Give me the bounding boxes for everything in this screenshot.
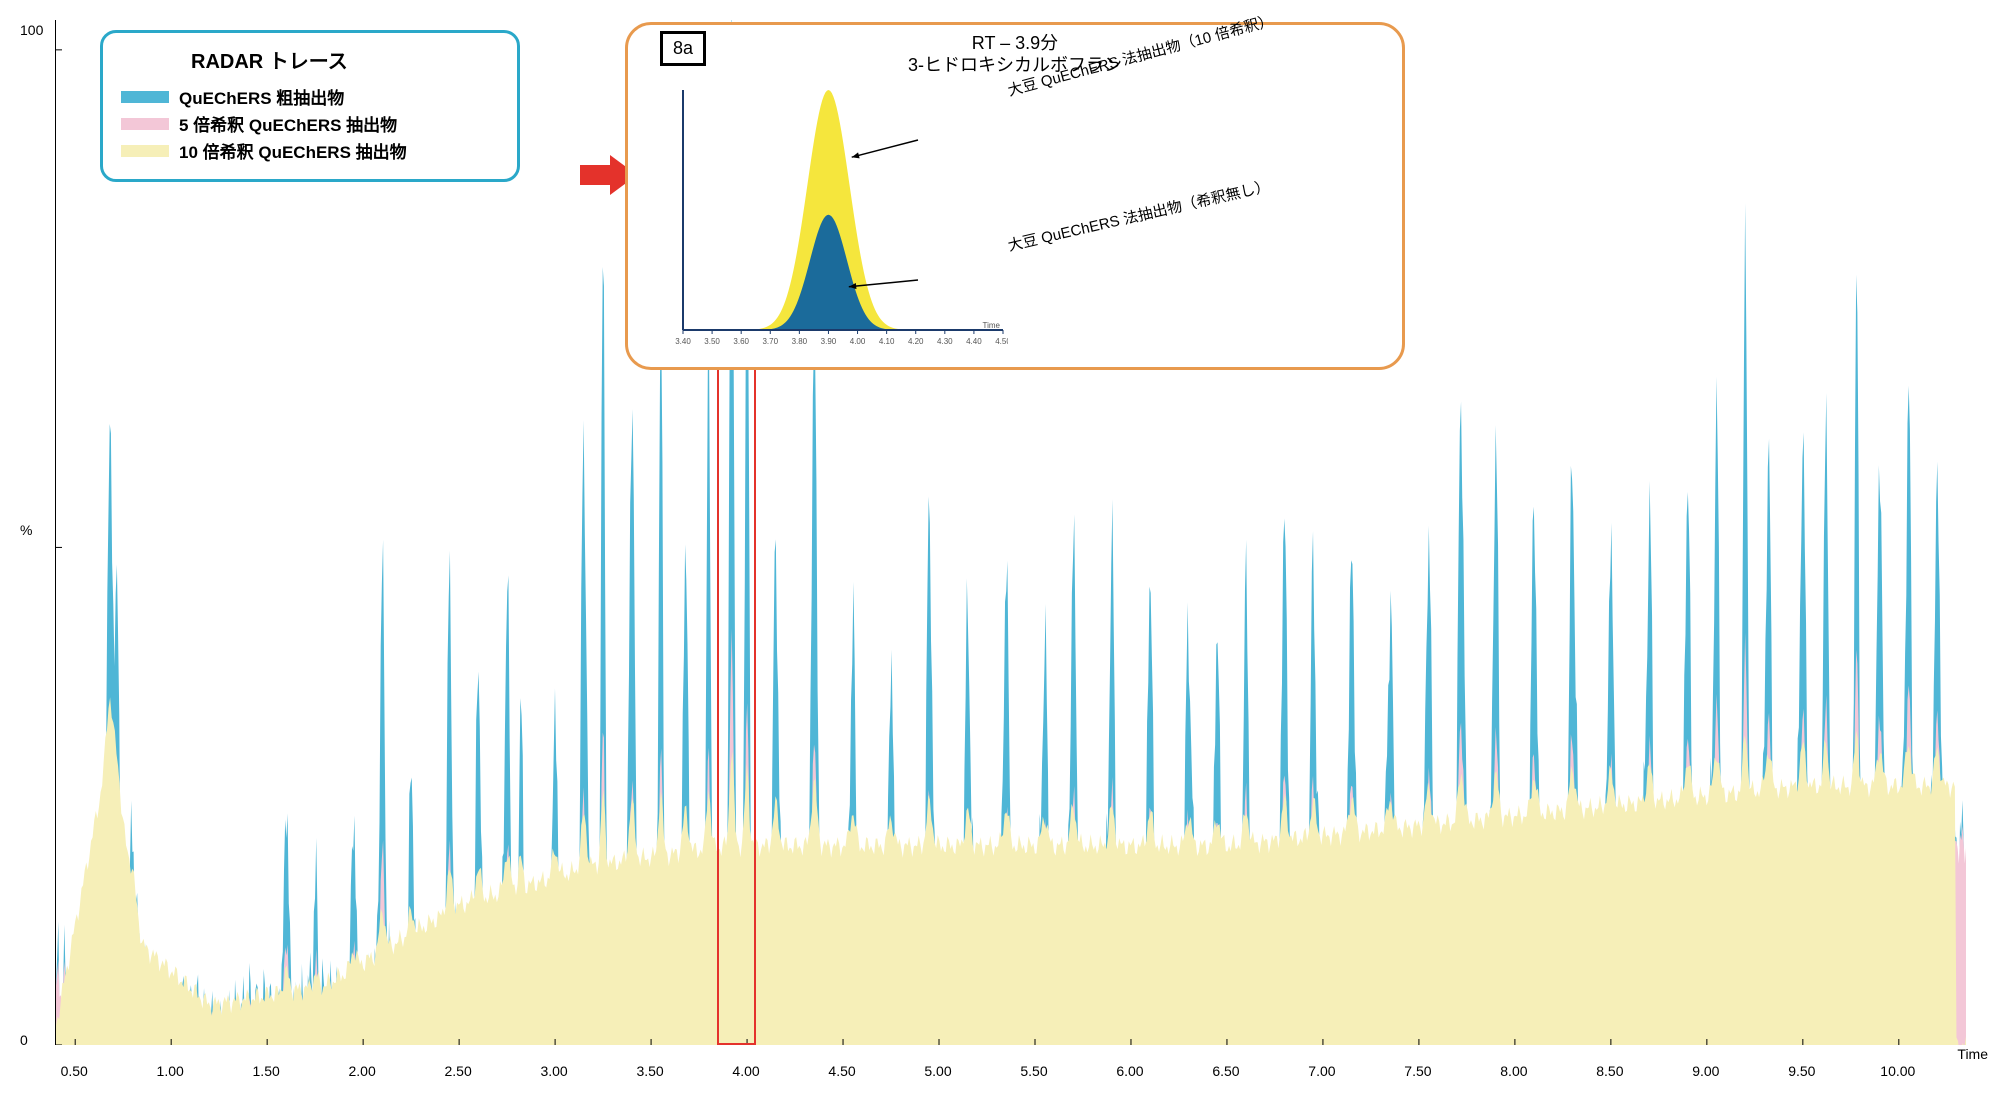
legend-row: 10 倍希釈 QuEChERS 抽出物 — [121, 138, 499, 163]
x-tick: 6.00 — [1116, 1063, 1143, 1079]
legend-box: RADAR トレース QuEChERS 粗抽出物5 倍希釈 QuEChERS 抽… — [100, 30, 520, 182]
x-tick: 8.50 — [1596, 1063, 1623, 1079]
svg-text:3.40: 3.40 — [675, 337, 691, 346]
x-tick: 9.50 — [1788, 1063, 1815, 1079]
inset-plot: 3.40 3.50 3.60 3.70 3.80 3.90 4.00 4.10 4.20 4.30… — [658, 85, 1008, 360]
x-axis-label: Time — [1957, 1046, 1988, 1062]
legend-label: QuEChERS 粗抽出物 — [179, 84, 344, 109]
series-10x — [56, 697, 1966, 1045]
svg-text:3.90: 3.90 — [821, 337, 837, 346]
x-tick: 3.50 — [636, 1063, 663, 1079]
x-tick: 8.00 — [1500, 1063, 1527, 1079]
x-tick: 6.50 — [1212, 1063, 1239, 1079]
x-tick: 7.00 — [1308, 1063, 1335, 1079]
inset-label: 8a — [660, 31, 706, 66]
x-tick: 1.50 — [253, 1063, 280, 1079]
svg-text:Time: Time — [983, 321, 1001, 330]
legend-swatch — [121, 145, 169, 157]
y-tick-50: % — [20, 522, 32, 538]
legend-label: 5 倍希釈 QuEChERS 抽出物 — [179, 111, 397, 136]
x-tick: 10.00 — [1880, 1063, 1915, 1079]
svg-text:4.00: 4.00 — [850, 337, 866, 346]
legend-title: RADAR トレース — [121, 45, 499, 74]
legend-swatch — [121, 118, 169, 130]
x-tick: 3.00 — [540, 1063, 567, 1079]
x-tick: 0.50 — [61, 1063, 88, 1079]
svg-text:3.60: 3.60 — [733, 337, 749, 346]
legend-row: 5 倍希釈 QuEChERS 抽出物 — [121, 111, 499, 136]
x-tick: 7.50 — [1404, 1063, 1431, 1079]
inset-box: 8a RT – 3.9分 3-ヒドロキシカルボフラン 3.403.503.603… — [625, 22, 1405, 370]
x-tick: 9.00 — [1692, 1063, 1719, 1079]
inset-chart-svg: 3.40 3.50 3.60 3.70 3.80 3.90 4.00 4.10 4.20 4.30… — [658, 85, 1008, 360]
x-tick: 1.00 — [157, 1063, 184, 1079]
x-tick: 4.50 — [828, 1063, 855, 1079]
svg-text:4.20: 4.20 — [908, 337, 924, 346]
svg-text:4.50: 4.50 — [995, 337, 1008, 346]
legend-items: QuEChERS 粗抽出物5 倍希釈 QuEChERS 抽出物10 倍希釈 Qu… — [121, 84, 499, 163]
x-tick: 4.00 — [732, 1063, 759, 1079]
svg-text:4.30: 4.30 — [937, 337, 953, 346]
svg-text:3.50: 3.50 — [704, 337, 720, 346]
x-tick: 2.00 — [349, 1063, 376, 1079]
inset-title-line1: RT – 3.9分 — [972, 33, 1058, 53]
legend-row: QuEChERS 粗抽出物 — [121, 84, 499, 109]
x-tick: 5.00 — [924, 1063, 951, 1079]
y-tick-0: 0 — [20, 1032, 28, 1048]
chart-container: 100 % 0 0.50 1.00 1.50 2.00 2.50 3.00 3.50 4.00… — [10, 10, 1990, 1084]
legend-swatch — [121, 91, 169, 103]
svg-text:4.40: 4.40 — [966, 337, 982, 346]
x-tick: 2.50 — [444, 1063, 471, 1079]
inset-annotation: 大豆 QuEChERS 法抽出物（希釈無し） — [1006, 175, 1272, 256]
x-tick: 5.50 — [1020, 1063, 1047, 1079]
svg-text:3.80: 3.80 — [792, 337, 808, 346]
legend-label: 10 倍希釈 QuEChERS 抽出物 — [179, 138, 407, 163]
svg-text:3.70: 3.70 — [762, 337, 778, 346]
svg-text:4.10: 4.10 — [879, 337, 895, 346]
y-tick-100: 100 — [20, 22, 43, 38]
